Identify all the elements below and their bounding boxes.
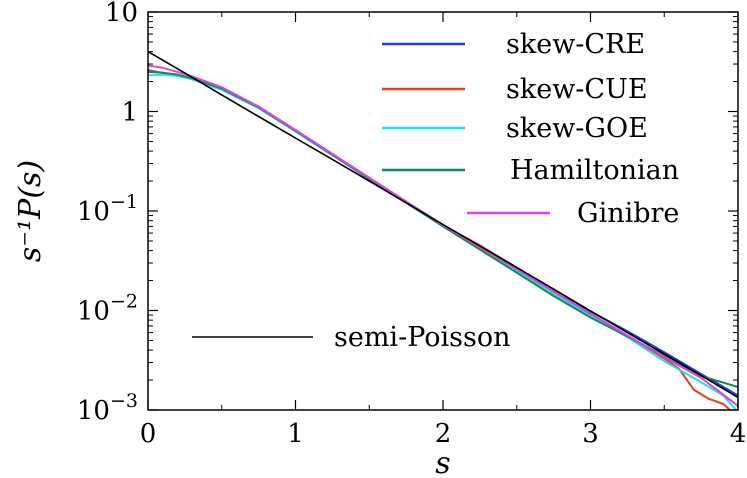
tick-layer: 0 1 2 3 4 10 1 10−1 10−2 10−3 xyxy=(77,0,746,449)
x-tick-label: 3 xyxy=(582,419,599,449)
series-line-2 xyxy=(148,73,738,410)
y-tick-label: 10−1 xyxy=(77,191,138,227)
legend: skew-CRE skew-CUE skew-GOE Hamiltonian Ginib… xyxy=(192,29,679,353)
legend-label-2: skew-GOE xyxy=(506,113,648,144)
x-tick-label: 1 xyxy=(287,419,304,449)
x-axis-title: s xyxy=(435,446,450,478)
series-line-1 xyxy=(148,70,732,410)
x-tick-label: 2 xyxy=(435,419,452,449)
x-tick-label: 4 xyxy=(730,419,747,449)
legend-label-3: Hamiltonian xyxy=(510,155,679,186)
y-tick-label: 10−3 xyxy=(77,390,138,426)
legend-label-5: semi-Poisson xyxy=(334,322,511,353)
y-tick-label: 10−2 xyxy=(77,291,138,327)
x-tick-label: 0 xyxy=(140,419,157,449)
y-tick-label: 1 xyxy=(121,98,138,128)
y-axis-title: s⁻¹P(s) xyxy=(13,160,48,262)
legend-label-1: skew-CUE xyxy=(506,74,648,105)
series-line-4 xyxy=(148,64,738,407)
legend-label-4: Ginibre xyxy=(577,198,679,229)
legend-label-0: skew-CRE xyxy=(506,29,645,60)
y-tick-label: 10 xyxy=(105,0,138,28)
series-line-5 xyxy=(148,50,738,399)
series-layer xyxy=(148,50,738,410)
